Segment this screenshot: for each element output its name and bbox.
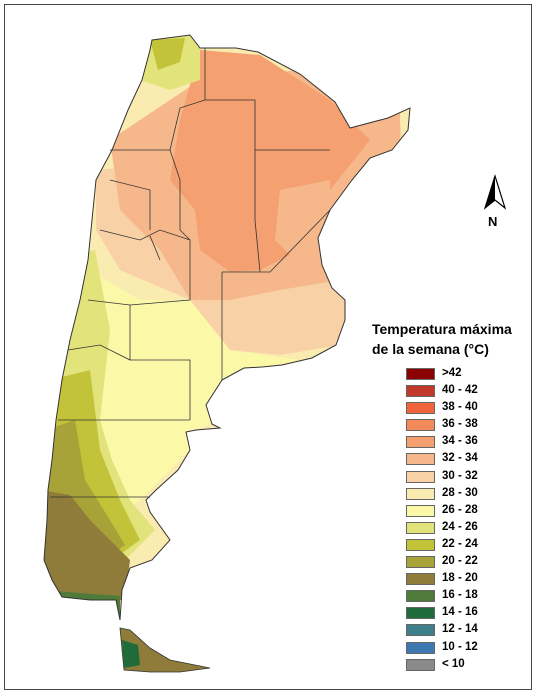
legend-item: 36 - 38 [406,416,532,433]
legend-item: 12 - 14 [406,621,532,638]
legend-range-label: 30 - 32 [442,469,478,482]
legend-swatch [406,470,435,483]
legend-swatch [406,624,435,637]
legend-item: 30 - 32 [406,468,532,485]
legend-range-label: 24 - 26 [442,520,478,533]
temperature-fill [44,35,410,620]
legend-range-label: 34 - 36 [442,435,478,448]
legend-swatch [406,504,435,517]
legend-range-label: 10 - 12 [442,640,478,653]
legend-swatch [406,453,435,466]
legend-item: 10 - 12 [406,639,532,656]
legend-range-label: 40 - 42 [442,384,478,397]
legend-range-label: 20 - 22 [442,555,478,568]
legend-item: 40 - 42 [406,382,532,399]
legend-list: >42 40 - 42 38 - 40 36 - 38 34 - 36 32 - 34 30… [372,365,532,673]
legend-item: 24 - 26 [406,519,532,536]
legend-swatch [406,385,435,398]
legend-swatch [406,641,435,654]
legend-item: 22 - 24 [406,536,532,553]
legend-item: 28 - 30 [406,485,532,502]
legend: Temperatura máxima de la semana (°C) >42… [372,319,532,689]
legend-range-label: 28 - 30 [442,486,478,499]
legend-swatch [406,402,435,415]
north-label: N [488,214,498,229]
legend-range-label: 26 - 28 [442,503,478,516]
legend-swatch [406,590,435,603]
legend-title-line2: de la semana (°C) [372,341,489,357]
legend-item: 20 - 22 [406,553,532,570]
legend-range-label: 36 - 38 [442,418,478,431]
province-borders [43,34,411,621]
legend-swatch [406,419,435,432]
legend-range-label: 12 - 14 [442,623,478,636]
tierra-del-fuego [119,627,211,673]
legend-swatch [406,538,435,551]
legend-item: >42 [406,365,532,382]
legend-item: 34 - 36 [406,433,532,450]
legend-swatch [406,521,435,534]
legend-item: 32 - 34 [406,450,532,467]
legend-item: < 10 [406,656,532,673]
legend-item: 26 - 28 [406,502,532,519]
legend-range-label: >42 [442,367,462,379]
legend-title-line1: Temperatura máxima [372,321,512,337]
legend-range-label: 32 - 34 [442,452,478,465]
legend-range-label: < 10 [442,657,465,670]
legend-item: 16 - 18 [406,587,532,604]
legend-range-label: 18 - 20 [442,572,478,585]
legend-swatch [406,607,435,620]
legend-range-label: 14 - 16 [442,606,478,619]
legend-swatch [406,658,435,671]
legend-range-label: 38 - 40 [442,401,478,414]
legend-swatch [406,368,435,380]
legend-item: 14 - 16 [406,604,532,621]
legend-item: 18 - 20 [406,570,532,587]
legend-swatch [406,436,435,449]
legend-range-label: 16 - 18 [442,589,478,602]
legend-swatch [406,573,435,586]
legend-swatch [406,487,435,500]
legend-swatch [406,556,435,569]
legend-item: 38 - 40 [406,399,532,416]
north-arrow-icon [483,173,507,210]
legend-range-label: 22 - 24 [442,537,478,550]
